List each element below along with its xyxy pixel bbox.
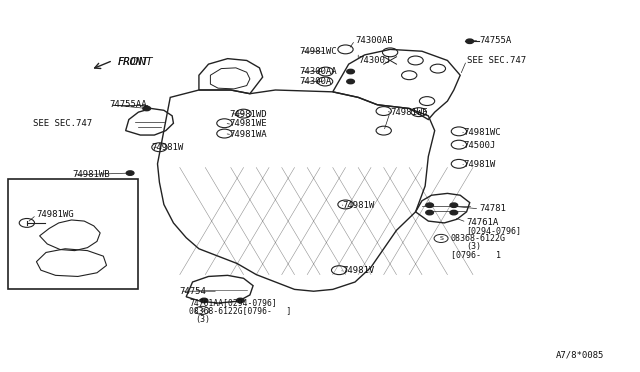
Text: 74500J: 74500J xyxy=(463,141,495,150)
Text: 74981W: 74981W xyxy=(463,160,495,169)
Text: 08368-6122G: 08368-6122G xyxy=(451,234,506,243)
Text: 74981WE: 74981WE xyxy=(390,108,428,117)
Text: SEE SEC.747: SEE SEC.747 xyxy=(33,119,92,128)
Text: 74761AA[0294-0796]: 74761AA[0294-0796] xyxy=(189,298,277,307)
Text: (3): (3) xyxy=(467,243,481,251)
Text: 74981WA: 74981WA xyxy=(230,130,267,139)
Text: (3): (3) xyxy=(196,315,211,324)
Text: 08368-6122G[0796-   ]: 08368-6122G[0796- ] xyxy=(189,306,292,315)
Text: 74981WD: 74981WD xyxy=(230,109,267,119)
Text: 74781: 74781 xyxy=(479,204,506,214)
Circle shape xyxy=(466,39,474,44)
Text: 74300J: 74300J xyxy=(358,56,390,65)
Text: 74981WG: 74981WG xyxy=(36,210,74,219)
Text: A7/8*0085: A7/8*0085 xyxy=(556,350,604,360)
Circle shape xyxy=(126,171,134,175)
Text: 74300A: 74300A xyxy=(300,77,332,86)
Text: 74981WC: 74981WC xyxy=(463,128,501,137)
Text: 74981WB: 74981WB xyxy=(73,170,110,179)
Text: FRONT: FRONT xyxy=(117,57,148,67)
Text: S: S xyxy=(439,236,443,241)
Text: SEE SEC.747: SEE SEC.747 xyxy=(467,56,525,65)
Circle shape xyxy=(143,106,150,111)
Text: [0796-   1: [0796- 1 xyxy=(451,251,500,260)
Circle shape xyxy=(450,211,458,215)
Text: 74300AB: 74300AB xyxy=(355,36,393,45)
Text: 74300AA: 74300AA xyxy=(300,67,337,76)
Text: 74981WC: 74981WC xyxy=(300,47,337,56)
Text: 74981W: 74981W xyxy=(151,143,184,152)
Bar xyxy=(8,179,138,289)
Circle shape xyxy=(450,203,458,208)
Text: 74981V: 74981V xyxy=(342,266,374,275)
Circle shape xyxy=(347,69,355,74)
Text: [0294-0796]: [0294-0796] xyxy=(467,226,522,235)
Circle shape xyxy=(200,298,208,303)
Text: 74981WE: 74981WE xyxy=(230,119,267,128)
Text: 74761A: 74761A xyxy=(467,218,499,227)
Text: 74755A: 74755A xyxy=(479,36,511,45)
Text: 74981W: 74981W xyxy=(342,201,374,210)
Text: S: S xyxy=(200,308,204,313)
Circle shape xyxy=(426,203,433,208)
Text: FRONT: FRONT xyxy=(117,57,153,67)
Circle shape xyxy=(237,298,244,303)
Text: 74755AA: 74755AA xyxy=(109,100,147,109)
Text: 74754: 74754 xyxy=(180,287,207,296)
Circle shape xyxy=(426,211,433,215)
Circle shape xyxy=(347,79,355,84)
